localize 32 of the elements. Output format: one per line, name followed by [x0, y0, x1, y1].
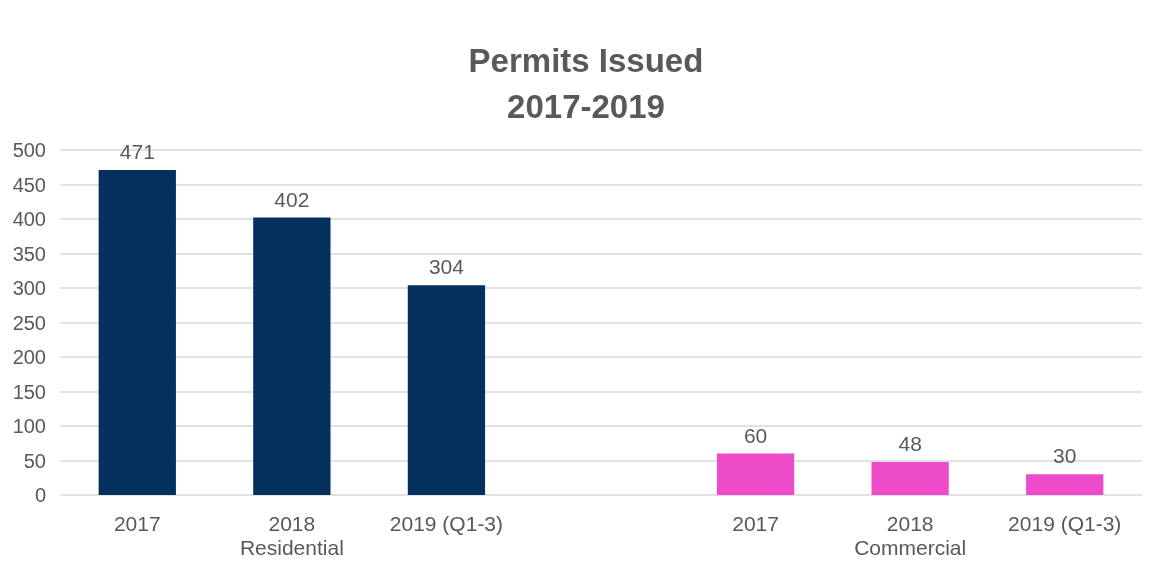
bar [253, 217, 331, 495]
y-tick-label: 50 [23, 449, 46, 472]
bar [716, 453, 795, 495]
x-tick-label: 2019 (Q1-3) [389, 512, 504, 535]
x-tick-label: 2018 [268, 512, 316, 535]
bar [1026, 474, 1104, 495]
data-label: 60 [743, 423, 768, 447]
data-label: 402 [274, 187, 310, 211]
x-tick-label: 2019 (Q1-3) [1008, 512, 1122, 535]
bar [407, 285, 486, 495]
x-tick-label: 2018 [886, 512, 934, 535]
data-label: 48 [898, 431, 922, 455]
y-tick-label: 400 [12, 208, 46, 230]
y-tick-label: 200 [12, 346, 46, 368]
y-tick-label: 350 [12, 242, 46, 265]
x-tick-label: 2017 [113, 512, 161, 535]
chart-title: Permits Issued 2017-2019 [468, 41, 704, 125]
y-tick-label: 250 [12, 311, 46, 334]
data-label: 471 [119, 140, 155, 164]
bar [871, 461, 949, 495]
text: Residential [239, 536, 344, 559]
data-label: 30 [1053, 444, 1077, 468]
y-tick-label: 0 [34, 484, 46, 506]
y-tick-label: 500 [12, 139, 46, 161]
data-label: 304 [428, 255, 465, 279]
y-tick-label: 450 [12, 173, 46, 196]
x-tick-label: 2017 [732, 512, 779, 535]
y-tick-label: 100 [12, 415, 46, 437]
y-tick-label: 300 [12, 277, 46, 299]
text: Commercial [854, 536, 967, 559]
y-tick-label: 150 [12, 380, 46, 403]
bar [98, 170, 176, 495]
